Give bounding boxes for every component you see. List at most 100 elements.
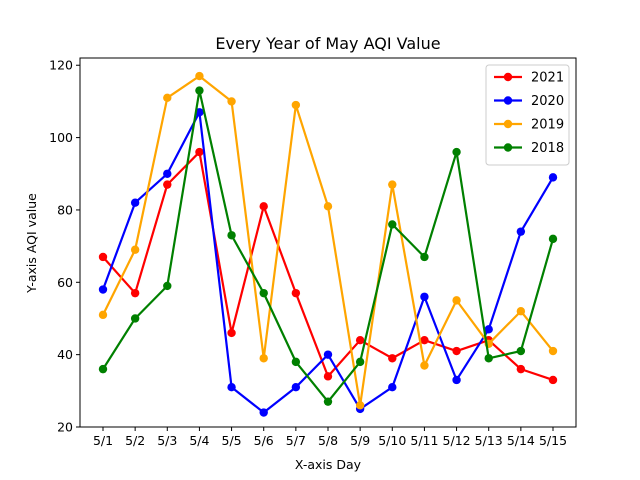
- x-tick-label: 5/10: [378, 433, 406, 448]
- data-point-2020: [323, 350, 333, 359]
- data-point-2018: [130, 314, 140, 323]
- data-point-2021: [452, 346, 461, 356]
- data-point-2019: [388, 180, 397, 189]
- x-tick-label: 5/5: [222, 433, 242, 448]
- x-tick-label: 5/13: [475, 433, 503, 448]
- data-point-2020: [548, 173, 558, 182]
- data-point-2021: [195, 147, 204, 157]
- data-point-2019: [291, 100, 301, 110]
- data-point-2020: [195, 108, 204, 117]
- y-tick-label: 20: [57, 420, 73, 435]
- data-point-2019: [452, 296, 461, 305]
- legend-marker: [503, 119, 513, 129]
- data-point-2018: [484, 354, 493, 363]
- x-tick-label: 5/1: [93, 433, 113, 448]
- legend-box: [485, 64, 570, 166]
- series-2021: [98, 147, 558, 385]
- data-point-2021: [130, 288, 140, 298]
- data-point-2018: [420, 252, 429, 262]
- legend-label: 2018: [531, 141, 564, 156]
- data-point-2018: [227, 231, 236, 240]
- data-point-2019: [548, 346, 558, 356]
- data-point-2019: [195, 71, 204, 81]
- data-point-2018: [548, 234, 558, 244]
- data-point-2018: [259, 288, 268, 298]
- x-tick-label: 5/3: [157, 433, 177, 448]
- data-point-2019: [259, 354, 268, 363]
- data-point-2020: [98, 285, 108, 294]
- legend: 2021 2020 2019 2018: [485, 64, 570, 166]
- x-tick-label: 5/9: [350, 433, 370, 448]
- legend-label: 2019: [531, 118, 564, 133]
- x-tick-label: 5/12: [443, 433, 471, 448]
- data-point-2018: [355, 357, 365, 367]
- y-tick-label: 100: [49, 130, 73, 145]
- data-point-2020: [516, 227, 526, 236]
- data-point-2018: [323, 397, 333, 406]
- data-point-2021: [323, 372, 333, 381]
- y-tick-label: 80: [57, 202, 73, 217]
- x-tick-label: 5/8: [318, 433, 338, 448]
- x-tick-label: 5/14: [507, 433, 535, 448]
- x-tick-label: 5/6: [254, 433, 274, 448]
- y-tick-label: 40: [57, 347, 73, 362]
- legend-item-2019: 2019: [494, 118, 564, 133]
- data-point-2021: [98, 252, 108, 262]
- data-point-2019: [98, 310, 108, 320]
- data-point-2019: [355, 401, 365, 410]
- data-point-2019: [516, 307, 526, 316]
- data-point-2021: [227, 328, 236, 338]
- legend-item-2020: 2020: [494, 94, 564, 109]
- plot-area: 20 40 60 80 100 120 5/1 5/2 5/3 5/4 5/5 5/6 5/7 5/8 5/…: [49, 57, 577, 448]
- y-axis-label: Y-axis AQI value: [24, 193, 39, 294]
- legend-item-2021: 2021: [494, 71, 564, 86]
- legend-marker: [503, 96, 513, 105]
- chart-title: Every Year of May AQI Value: [215, 34, 440, 53]
- data-point-2019: [323, 202, 333, 211]
- x-tick-label: 5/4: [189, 433, 209, 448]
- data-point-2021: [516, 364, 526, 374]
- legend-label: 2020: [531, 94, 564, 109]
- y-tick-label: 60: [57, 275, 73, 290]
- data-point-2020: [259, 408, 268, 417]
- data-point-2021: [355, 335, 365, 345]
- data-point-2021: [548, 375, 558, 385]
- data-point-2020: [130, 198, 140, 207]
- data-point-2019: [163, 93, 172, 102]
- data-point-2021: [420, 335, 429, 345]
- series-2018: [98, 86, 558, 406]
- data-point-2020: [420, 292, 429, 301]
- data-point-2018: [163, 281, 172, 291]
- series-2020: [98, 108, 558, 417]
- x-tick-label: 5/11: [410, 433, 438, 448]
- data-point-2018: [98, 364, 108, 374]
- x-tick-label: 5/7: [286, 433, 306, 448]
- legend-item-2018: 2018: [494, 141, 564, 156]
- legend-marker: [503, 143, 513, 152]
- data-point-2021: [291, 288, 301, 298]
- data-point-2018: [195, 86, 204, 95]
- legend-label: 2021: [531, 71, 564, 86]
- data-point-2018: [291, 357, 301, 367]
- data-point-2019: [130, 245, 140, 254]
- y-tick-label: 120: [49, 58, 73, 73]
- data-point-2018: [516, 346, 526, 356]
- x-tick-label: 5/15: [539, 433, 567, 448]
- data-point-2021: [163, 180, 172, 189]
- data-point-2020: [163, 169, 172, 178]
- data-point-2019: [420, 361, 429, 370]
- data-point-2020: [227, 383, 236, 392]
- data-point-2020: [484, 325, 493, 334]
- data-point-2018: [388, 220, 397, 229]
- data-point-2020: [291, 383, 301, 392]
- data-point-2018: [452, 147, 461, 157]
- data-point-2020: [452, 375, 461, 385]
- data-point-2021: [259, 202, 268, 211]
- data-point-2020: [388, 383, 397, 392]
- legend-marker: [503, 72, 513, 82]
- data-point-2019: [227, 97, 236, 106]
- x-tick-label: 5/2: [125, 433, 145, 448]
- data-point-2021: [388, 354, 397, 363]
- x-axis-label: X-axis Day: [295, 457, 362, 472]
